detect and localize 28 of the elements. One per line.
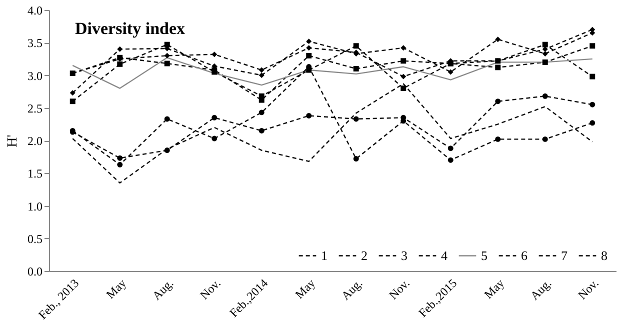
legend-label: 6 — [521, 248, 528, 263]
legend-label: 2 — [361, 248, 368, 263]
y-tick-label: 2.5 — [28, 101, 42, 116]
x-tick-label: Aug. — [338, 276, 366, 303]
y-tick-label: 1.5 — [28, 166, 42, 181]
x-tick-label: Nov. — [575, 276, 602, 302]
text: Diversity index — [75, 19, 186, 38]
x-tick-label: Nov. — [197, 276, 224, 302]
legend-label: 3 — [401, 248, 408, 263]
legend-label: 7 — [561, 248, 568, 263]
y-tick-label: 1.0 — [28, 199, 42, 214]
legend-label: 8 — [601, 248, 608, 263]
legend-label: 1 — [321, 248, 328, 263]
x-tick-label: May — [481, 276, 507, 302]
y-tick-label: 3.0 — [28, 68, 42, 83]
x-tick-label: Aug. — [149, 276, 176, 303]
x-tick-label: Aug. — [527, 276, 554, 303]
y-tick-label: 0.0 — [28, 264, 42, 278]
x-tick-label: Nov. — [386, 276, 412, 302]
x-tick-label: May — [292, 276, 318, 302]
y-axis-title: H' — [6, 134, 20, 148]
legend-label: 5 — [481, 248, 488, 263]
y-tick-label: 2.0 — [28, 134, 42, 148]
y-tick-label: 4.0 — [28, 4, 42, 18]
x-tick-label: May — [103, 276, 129, 302]
y-tick-label: 3.5 — [28, 36, 42, 50]
y-tick-label: 0.5 — [28, 232, 42, 246]
legend-label: 4 — [441, 248, 448, 263]
